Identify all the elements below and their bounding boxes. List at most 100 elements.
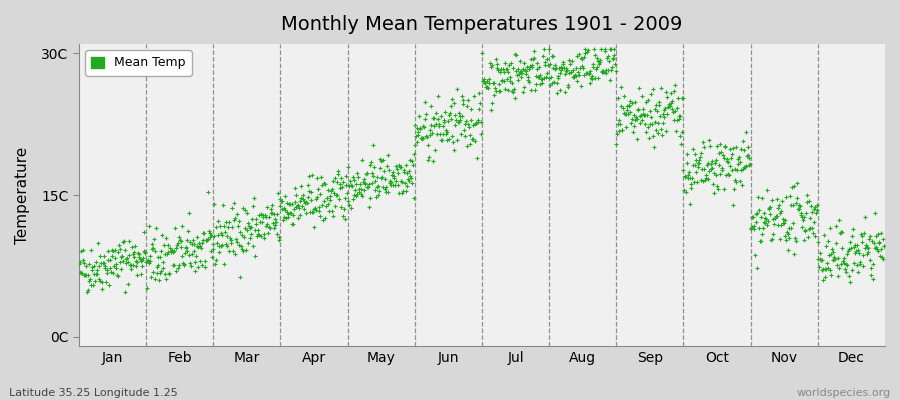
Point: [190, 243, 204, 250]
Point: [721, 170, 735, 177]
Point: [305, 172, 320, 178]
Point: [754, 237, 769, 244]
Point: [699, 172, 714, 179]
Point: [498, 60, 512, 66]
Point: [606, 56, 620, 62]
Point: [72, 269, 86, 275]
Point: [418, 99, 432, 105]
Point: [304, 197, 319, 203]
Point: [397, 166, 411, 173]
Point: [786, 220, 800, 226]
Point: [752, 238, 767, 244]
Point: [634, 112, 648, 118]
Point: [711, 186, 725, 192]
Point: [417, 124, 431, 130]
Point: [108, 247, 122, 254]
Point: [727, 186, 742, 192]
Point: [401, 168, 416, 174]
Point: [816, 276, 831, 283]
Point: [729, 144, 743, 151]
Point: [745, 224, 760, 230]
Point: [649, 102, 663, 108]
Point: [335, 183, 349, 190]
Point: [874, 246, 888, 252]
Point: [778, 232, 792, 239]
Point: [239, 210, 254, 216]
Point: [823, 267, 837, 274]
Point: [390, 165, 404, 172]
Point: [756, 219, 770, 225]
Point: [464, 116, 479, 123]
Point: [76, 257, 90, 263]
Point: [217, 223, 231, 229]
Point: [292, 212, 307, 218]
Point: [738, 164, 752, 170]
Point: [689, 179, 704, 185]
Point: [446, 133, 460, 139]
Point: [479, 84, 493, 90]
Point: [557, 71, 572, 78]
Point: [789, 180, 804, 186]
Point: [547, 79, 562, 85]
Point: [200, 237, 214, 243]
Point: [673, 113, 688, 119]
Point: [621, 111, 635, 118]
Point: [691, 164, 706, 170]
Point: [740, 153, 754, 159]
Point: [356, 187, 371, 193]
Point: [286, 212, 301, 218]
Point: [509, 68, 524, 74]
Point: [542, 75, 556, 81]
Point: [238, 225, 252, 232]
Point: [271, 190, 285, 196]
Point: [805, 224, 819, 231]
Point: [207, 233, 221, 240]
Point: [227, 200, 241, 206]
Point: [261, 230, 275, 236]
Point: [109, 265, 123, 271]
Point: [318, 180, 332, 187]
Point: [564, 68, 579, 75]
Point: [391, 182, 405, 188]
Point: [454, 131, 468, 137]
Point: [709, 172, 724, 179]
Point: [397, 169, 411, 175]
Point: [645, 86, 660, 92]
Point: [474, 131, 489, 137]
Point: [74, 248, 88, 255]
Point: [581, 71, 596, 77]
Point: [274, 196, 288, 203]
Point: [562, 57, 576, 64]
Point: [249, 220, 264, 227]
Point: [831, 273, 845, 279]
Point: [90, 270, 104, 277]
Point: [587, 46, 601, 52]
Point: [717, 142, 732, 149]
Point: [213, 243, 228, 249]
Point: [177, 261, 192, 267]
Point: [314, 174, 328, 180]
Point: [661, 104, 675, 111]
Point: [137, 229, 151, 236]
Point: [184, 260, 198, 266]
Point: [376, 157, 391, 163]
Point: [141, 222, 156, 229]
Point: [148, 225, 163, 231]
Point: [758, 214, 772, 221]
Point: [833, 229, 848, 235]
Point: [469, 120, 483, 126]
Point: [241, 220, 256, 226]
Point: [250, 233, 265, 240]
Point: [549, 90, 563, 96]
Point: [486, 80, 500, 86]
Point: [766, 216, 780, 222]
Point: [165, 247, 179, 254]
Point: [450, 86, 464, 92]
Point: [275, 216, 290, 223]
Point: [791, 205, 806, 212]
Point: [827, 254, 842, 260]
Point: [659, 127, 673, 134]
Point: [242, 234, 256, 241]
Point: [420, 156, 435, 163]
Point: [353, 181, 367, 187]
